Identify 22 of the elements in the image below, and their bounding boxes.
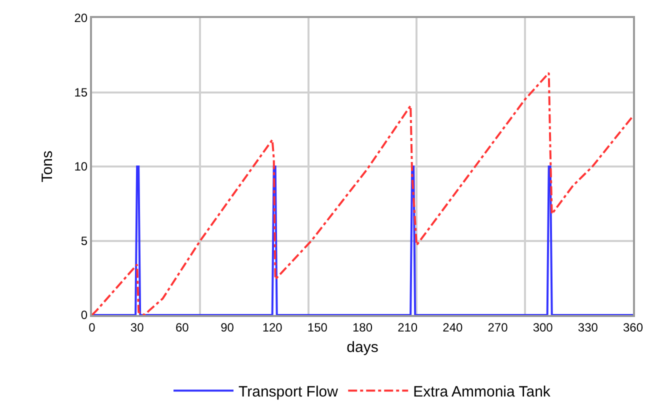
x-tick-label: 150 — [307, 320, 328, 334]
x-tick-label: 270 — [488, 320, 508, 334]
y-axis-title: Tons — [38, 150, 56, 182]
x-tick-label: 120 — [262, 320, 283, 334]
legend-label: Transport Flow — [238, 384, 338, 400]
y-tick-label: 10 — [74, 160, 88, 174]
y-tick-label: 20 — [74, 11, 88, 26]
y-tick-label: 0 — [80, 308, 88, 322]
y-tick-label: 5 — [80, 234, 88, 248]
x-tick-label: 360 — [622, 320, 644, 334]
x-tick-label: 180 — [352, 320, 373, 334]
x-tick-label: 60 — [175, 320, 190, 334]
line-series — [92, 72, 633, 315]
y-tick-label: 15 — [74, 85, 88, 100]
x-tick-label: 300 — [532, 320, 554, 334]
x-tick-label: 240 — [442, 320, 463, 334]
x-axis-title: days — [346, 338, 378, 356]
legend-label: Extra Ammonia Tank — [413, 384, 551, 400]
x-tick-label: 210 — [398, 320, 418, 334]
x-tick-label: 30 — [130, 320, 144, 334]
x-tick-label: 90 — [220, 320, 234, 334]
x-tick-label: 330 — [578, 320, 598, 334]
